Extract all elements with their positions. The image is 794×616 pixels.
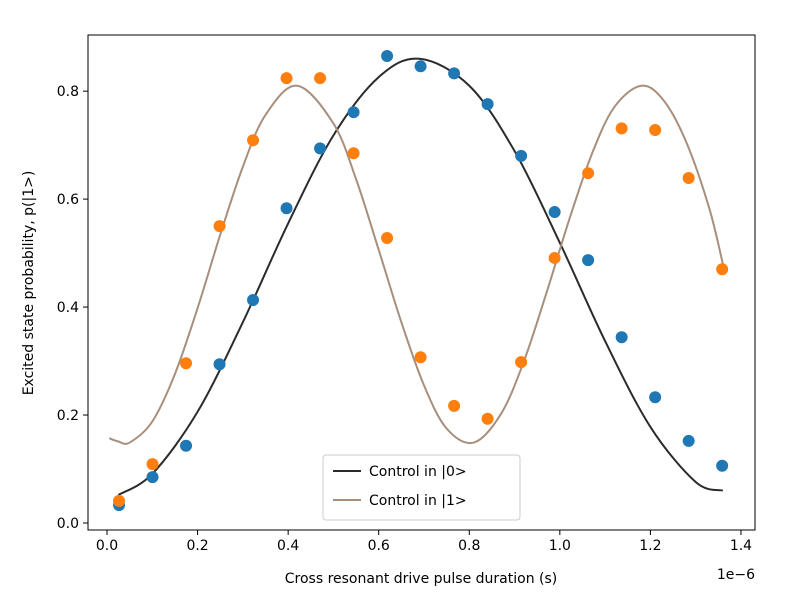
fit-curve-control-1 [108,84,724,445]
y-axis-label: Excited state probability, p(|1>) [21,171,37,396]
x-tick-label: 0.2 [186,538,208,554]
data-point-series-0 [414,60,427,73]
data-point-series-0 [582,254,595,267]
data-point-series-0 [481,98,494,111]
data-point-series-1 [682,172,695,185]
data-point-series-0 [146,471,159,484]
y-tick-label: 0.4 [57,300,79,316]
y-axis-ticks: 0.0 0.2 0.4 0.6 0.8 [57,84,88,532]
data-point-series-0 [682,434,695,447]
data-point-series-1 [247,134,260,147]
data-point-series-0 [213,358,226,371]
y-tick-label: 0.2 [57,408,79,424]
data-point-series-0 [515,149,528,162]
x-tick-label: 1.2 [639,538,661,554]
data-point-series-0 [448,67,461,80]
x-tick-label: 1.4 [730,538,752,554]
data-points [113,50,729,512]
data-point-series-0 [314,142,327,155]
data-point-series-1 [582,167,595,180]
fit-curves [108,57,724,496]
x-tick-label: 1.0 [549,538,571,554]
x-tick-label: 0.0 [96,538,118,554]
data-point-series-0 [548,206,561,219]
y-tick-label: 0.6 [57,192,79,208]
data-point-series-0 [280,202,293,215]
data-point-series-1 [481,412,494,425]
data-point-series-1 [113,494,126,507]
x-axis-label: Cross resonant drive pulse duration (s) [285,571,557,587]
fit-curve-control-0 [117,57,724,496]
x-axis-ticks: 0.0 0.2 0.4 0.6 0.8 1.0 1.2 1.4 [96,530,752,554]
data-point-series-0 [180,439,193,452]
data-point-series-0 [649,391,662,404]
plot-frame [87,34,756,531]
data-point-series-1 [515,356,528,369]
x-axis-offset-label: 1e−6 [717,567,755,583]
x-tick-label: 0.4 [277,538,299,554]
data-point-series-1 [280,72,293,85]
data-point-series-0 [716,459,729,472]
data-point-series-0 [247,294,260,307]
data-point-series-1 [347,147,360,160]
x-tick-label: 0.6 [368,538,390,554]
legend-label-control-1: Control in |1> [369,493,467,509]
data-point-series-1 [615,122,628,135]
data-point-series-1 [213,220,226,233]
data-point-series-1 [414,351,427,364]
data-point-series-1 [314,72,327,85]
legend: Control in |0> Control in |1> [322,454,521,521]
data-point-series-1 [146,458,159,471]
data-point-series-0 [615,331,628,344]
y-tick-label: 0.0 [57,516,79,532]
data-point-series-0 [347,106,360,119]
data-point-series-1 [649,124,662,137]
data-point-series-1 [548,251,561,264]
data-point-series-1 [180,357,193,370]
y-tick-label: 0.8 [57,84,79,100]
data-point-series-1 [716,263,729,276]
legend-box [322,454,521,521]
data-point-series-1 [381,231,394,244]
data-point-series-1 [448,399,461,412]
data-point-series-0 [381,50,394,63]
x-tick-label: 0.8 [458,538,480,554]
legend-label-control-0: Control in |0> [369,464,467,480]
